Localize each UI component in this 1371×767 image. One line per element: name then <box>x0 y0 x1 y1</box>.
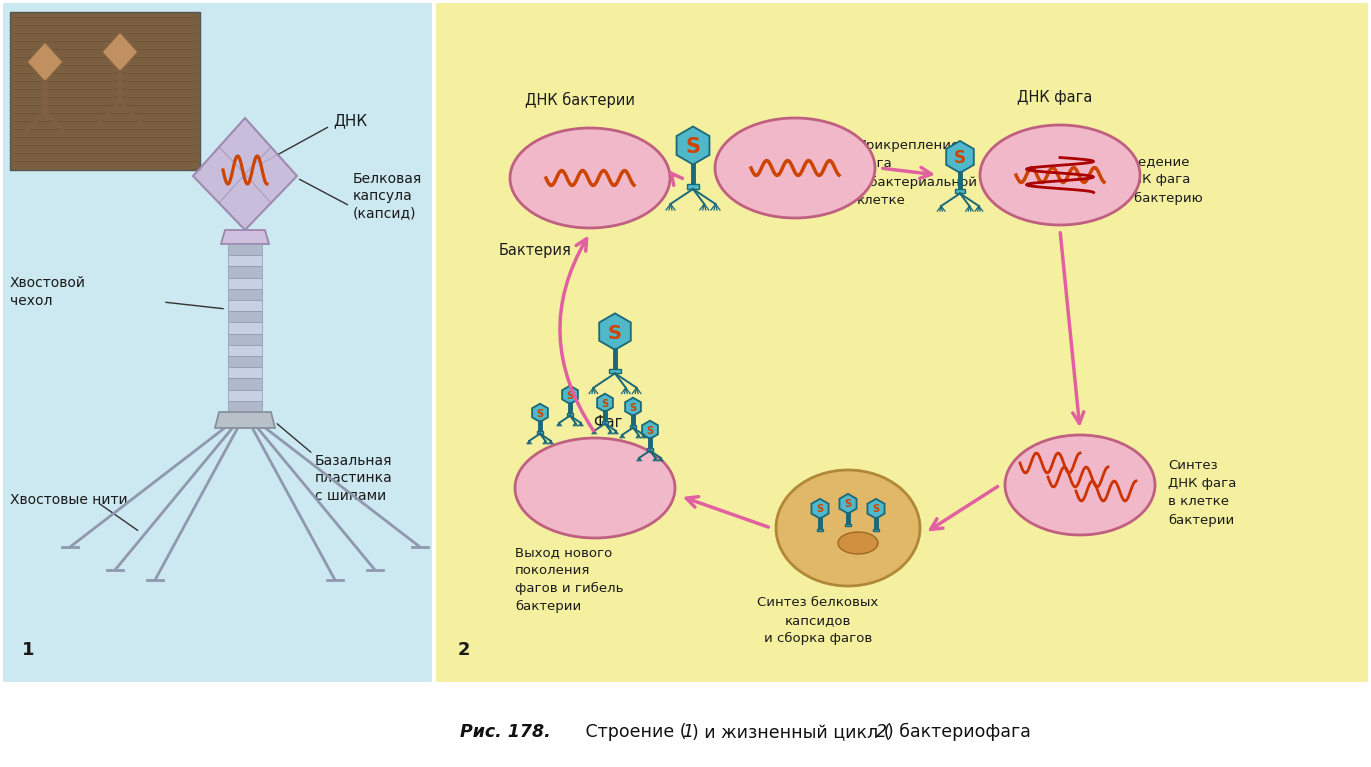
Polygon shape <box>193 118 298 230</box>
Polygon shape <box>946 141 973 173</box>
Polygon shape <box>101 32 138 72</box>
Bar <box>873 528 879 532</box>
Text: S: S <box>647 426 654 436</box>
Text: Прикрепление
фага
к бактериальной
клетке: Прикрепление фага к бактериальной клетке <box>857 140 978 206</box>
Ellipse shape <box>716 118 875 218</box>
Text: Хвостовые нити: Хвостовые нити <box>10 493 128 507</box>
Text: S: S <box>629 403 636 413</box>
Text: S: S <box>602 399 609 409</box>
Text: Синтез
ДНК фага
в клетке
бактерии: Синтез ДНК фага в клетке бактерии <box>1168 459 1237 527</box>
FancyArrowPatch shape <box>883 167 931 179</box>
Text: Выход нового
поколения
фагов и гибель
бактерии: Выход нового поколения фагов и гибель ба… <box>515 546 624 614</box>
Text: Бактерия: Бактерия <box>499 243 572 258</box>
Ellipse shape <box>515 438 675 538</box>
Text: ДНК: ДНК <box>333 114 367 129</box>
Bar <box>228 322 262 334</box>
Ellipse shape <box>510 128 670 228</box>
Bar <box>228 356 262 367</box>
Text: ДНК бактерии: ДНК бактерии <box>525 92 635 108</box>
Ellipse shape <box>838 532 877 554</box>
Polygon shape <box>598 393 613 412</box>
Polygon shape <box>215 412 276 428</box>
Text: Синтез белковых
капсидов
и сборка фагов: Синтез белковых капсидов и сборка фагов <box>757 596 879 645</box>
Ellipse shape <box>776 470 920 586</box>
Text: Хвостовой
чехол: Хвостовой чехол <box>10 276 86 308</box>
Bar <box>568 413 573 416</box>
Text: ДНК фага: ДНК фага <box>1017 90 1093 105</box>
Bar <box>228 334 262 345</box>
Bar <box>228 390 262 401</box>
Bar <box>228 255 262 266</box>
Text: S: S <box>872 505 880 515</box>
Polygon shape <box>221 230 269 244</box>
Bar <box>228 378 262 390</box>
Text: ) бактериофага: ) бактериофага <box>887 723 1031 741</box>
Bar <box>228 266 262 278</box>
Bar <box>228 345 262 356</box>
Bar <box>537 431 543 433</box>
Text: Введение
ДНК фага
в бактерию: Введение ДНК фага в бактерию <box>1121 156 1202 205</box>
FancyArrowPatch shape <box>559 239 594 431</box>
Polygon shape <box>625 397 640 416</box>
Bar <box>228 401 262 412</box>
Bar <box>845 524 851 526</box>
Text: S: S <box>566 390 573 400</box>
FancyArrowPatch shape <box>1060 232 1083 423</box>
Bar <box>228 278 262 289</box>
Text: 1: 1 <box>22 641 34 659</box>
Text: S: S <box>607 324 622 343</box>
Bar <box>228 367 262 378</box>
Text: Строение (: Строение ( <box>580 723 687 741</box>
Ellipse shape <box>980 125 1141 225</box>
Text: Фаг: Фаг <box>594 415 622 430</box>
Text: S: S <box>817 505 824 515</box>
Bar <box>647 448 653 451</box>
Text: Рис. 178.: Рис. 178. <box>461 723 551 741</box>
Text: ) и жизненный цикл (: ) и жизненный цикл ( <box>692 723 891 741</box>
Text: 1: 1 <box>681 723 692 741</box>
Polygon shape <box>532 403 548 422</box>
Bar <box>817 528 823 532</box>
Text: S: S <box>686 137 701 157</box>
Polygon shape <box>599 314 631 350</box>
Bar <box>687 184 699 189</box>
Polygon shape <box>27 42 63 82</box>
Text: Базальная
пластинка
с шипами: Базальная пластинка с шипами <box>315 454 392 502</box>
Ellipse shape <box>1005 435 1154 535</box>
Bar <box>228 289 262 300</box>
Bar <box>631 425 636 428</box>
Text: 2: 2 <box>458 641 470 659</box>
Bar <box>609 369 621 374</box>
Polygon shape <box>676 127 709 164</box>
Polygon shape <box>642 420 658 439</box>
Text: S: S <box>845 499 851 509</box>
FancyBboxPatch shape <box>436 3 1368 682</box>
Bar <box>10 12 200 170</box>
FancyArrowPatch shape <box>672 173 683 186</box>
Polygon shape <box>812 499 828 518</box>
Bar <box>228 244 262 255</box>
Text: S: S <box>954 149 967 167</box>
FancyArrowPatch shape <box>687 497 768 527</box>
Bar <box>602 421 607 423</box>
Bar <box>228 311 262 322</box>
Bar <box>228 300 262 311</box>
Polygon shape <box>839 494 857 514</box>
Text: 2: 2 <box>876 723 887 741</box>
Text: Белковая
капсула
(капсид): Белковая капсула (капсид) <box>352 172 422 220</box>
Polygon shape <box>562 386 579 404</box>
Text: S: S <box>536 409 543 419</box>
FancyBboxPatch shape <box>3 3 432 682</box>
FancyArrowPatch shape <box>931 486 998 529</box>
Polygon shape <box>868 499 884 518</box>
Bar <box>956 189 965 193</box>
